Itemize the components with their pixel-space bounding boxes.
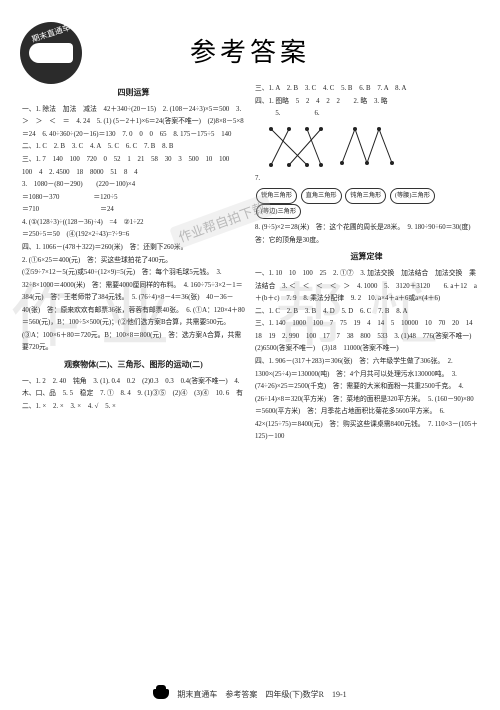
text-block: 8. (9÷5)×2＝28(米) 答：这个花圃的周长是28米。 9. 180÷9…	[255, 222, 478, 247]
badge-logo: 期末直通车	[20, 22, 82, 84]
page-title: 参考答案	[22, 32, 478, 69]
badge-text: 期末直通车	[30, 22, 71, 45]
text-block: 二、1. C 2. B 3. C 4. A 5. C 6. C 7. B 8. …	[22, 141, 245, 154]
text-block: 5. 6.	[255, 108, 478, 121]
text-block: (②59÷7×12－5(元)或540÷(12×9)=5(元) 答：每个羽毛球5元…	[22, 267, 245, 355]
text-block: 三、1. 140 1000 100 7 75 19 4 14 5 10000 1…	[255, 318, 478, 356]
text-block: 四、1. 1066－(478＋322)＝260(米) 答：还剩下260米。	[22, 242, 245, 255]
text-block: 一、1. 2 2. 40 钝角 3. (1). 0.4 0.2 (2)0.3 0…	[22, 376, 245, 401]
bubble: (等腰)三角形	[390, 188, 435, 203]
right-column: 三、1. A 2. B 3. C 4. C 5. B 6. B 7. A 8. …	[255, 83, 478, 444]
text-block: 7.	[255, 173, 478, 186]
text-block: 三、1. 7 140 100 720 0 52 1 21 58 30 3 500…	[22, 154, 245, 179]
diagram-row	[265, 123, 478, 171]
m-shape-diagram	[337, 123, 397, 171]
content-columns: 四则运算 一、1. 除法 加法 减法 42＋340÷(20－15) 2. (10…	[22, 83, 478, 444]
train-icon	[29, 43, 73, 63]
footer-text: 期末直通车 参考答案 四年级(下)数学R 19-1	[177, 690, 346, 699]
bubble: 钝角三角形	[345, 188, 386, 203]
text-block: 二、1. C 2. B 3. B 4. D 5. D 6. C 7. B 8. …	[255, 306, 478, 319]
text-block: 2. (①6×25＝400(元) 答：买这些球拍花了400元。	[22, 255, 245, 268]
text-block: 四、1. 906－(317＋283)＝306(张) 答：六年级学生做了306张。…	[255, 356, 478, 444]
section-heading: 四则运算	[22, 86, 245, 101]
bubble: 直角三角形	[301, 188, 342, 203]
page: 期末直通车 参考答案 四则运算 一、1. 除法 加法 减法 42＋340÷(20…	[0, 0, 500, 710]
crossing-lines-diagram	[265, 123, 325, 171]
text-block: 一、1. 除法 加法 减法 42＋340÷(20－15) 2. (108－24÷…	[22, 104, 245, 142]
text-block: 二、1. × 2. × 3. × 4. √ 5. ×	[22, 401, 245, 414]
text-block: 三、1. A 2. B 3. C 4. C 5. B 6. B 7. A 8. …	[255, 83, 478, 96]
bubble-diagram: 锐角三角形 直角三角形 钝角三角形 (等腰)三角形 (等边)三角形	[255, 188, 478, 219]
footer: 期末直通车 参考答案 四年级(下)数学R 19-1	[0, 687, 500, 700]
section-heading: 运算定律	[255, 250, 478, 265]
graduation-cap-icon	[153, 689, 169, 699]
text-block: 四、1. 图略 5 2 4 2 2 2. 略 3. 略	[255, 96, 478, 109]
text-block: 一、1. 10 10 100 25 2. ①⑦ 3. 加法交换 加法结合 加法交…	[255, 268, 478, 306]
left-column: 四则运算 一、1. 除法 加法 减法 42＋340÷(20－15) 2. (10…	[22, 83, 245, 444]
section-heading: 观察物体(二)、三角形、图形的运动(二)	[22, 358, 245, 373]
text-block: 3. 1080－(80－290) (220－100)×4	[22, 179, 245, 192]
text-block: ＝1080－370 ＝120÷5	[22, 192, 245, 205]
